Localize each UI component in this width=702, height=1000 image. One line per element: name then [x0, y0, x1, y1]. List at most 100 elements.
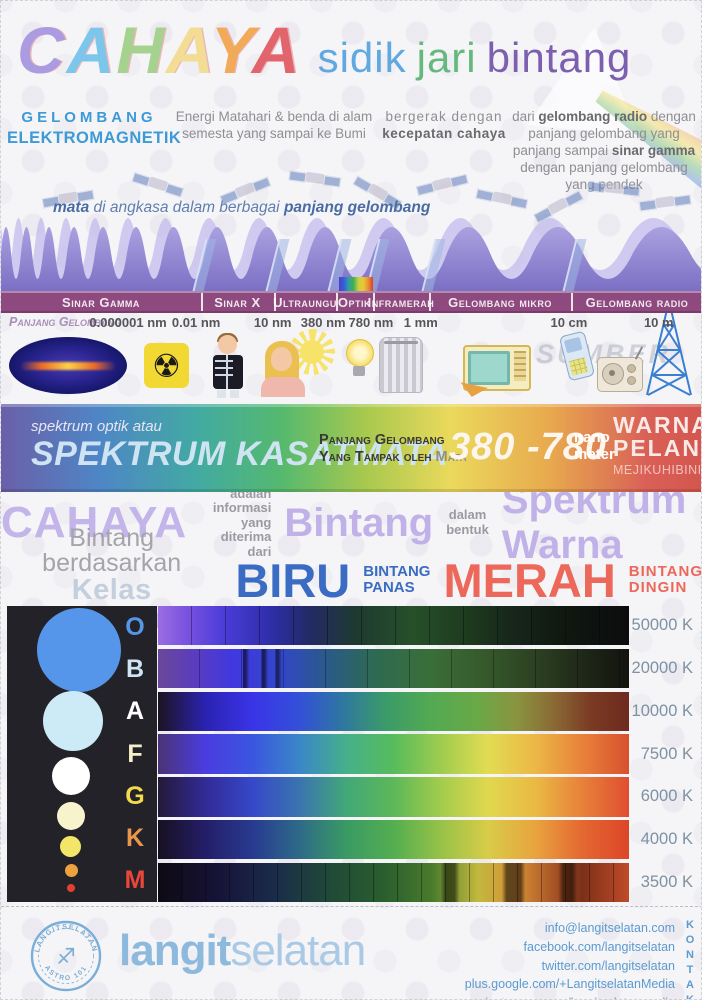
kontak-vertical-label: KONTAK	[684, 919, 696, 1000]
title-letter: A	[166, 13, 211, 87]
class-letter-m: M	[124, 866, 146, 895]
wave-caption-bold: panjang gelombang	[283, 199, 431, 216]
satellite-icon	[234, 181, 256, 199]
satellite-icon	[655, 195, 675, 209]
class-letter-g: G	[125, 781, 145, 810]
cahaya-connector: dalam bentuk	[446, 507, 489, 537]
wave-caption: mata di angkasa dalam berbagai panjang g…	[53, 199, 430, 217]
class-letter-k: K	[125, 824, 145, 853]
warna-pelangi-block: WARNA PELANGI MEJIKUHIBINIU	[613, 412, 702, 477]
gamma-skymap-icon	[9, 337, 127, 394]
radio-receiver-icon	[597, 357, 643, 392]
satellite-icon	[604, 182, 624, 194]
wavelength-tick: 10 nm	[253, 315, 292, 330]
intro-col4-part-bold: gelombang radio	[538, 109, 648, 124]
satellite-icon	[492, 191, 512, 205]
title-letter: A	[66, 13, 117, 87]
band-sinar-x: Sinar X	[200, 291, 274, 313]
star-circle-b	[43, 691, 103, 751]
subtitle-word: jari	[416, 34, 477, 81]
intro-col4-part-bold: sinar gamma	[611, 142, 696, 158]
subtitle-word: sidik	[317, 34, 407, 81]
star-circle-m	[67, 884, 75, 892]
page-subtitle: sidik jari bintang	[318, 37, 642, 83]
visible-title: SPEKTRUM KASATMATA	[31, 435, 448, 473]
cahaya-statement-row1: CAHAYA adalah informasi yang diterima da…	[1, 478, 701, 567]
title-letter: Y	[210, 13, 252, 87]
band-gelombang-mikro: Gelombang mikro	[428, 291, 571, 313]
class-letter-o: O	[125, 612, 145, 641]
biru-subtext: BINTANG PANAS	[363, 562, 431, 596]
intro-col1-line2: ELEKTROMAGNETIK	[7, 128, 182, 147]
xray-boy-icon	[204, 333, 252, 399]
title-letter: H	[116, 13, 167, 87]
uv-sun-woman-icon	[259, 329, 335, 399]
cahaya-statement-row2: Bintang berdasarkan Kelas Spektrum BIRU …	[1, 526, 701, 634]
intro-energi: Energi Matahari & benda di alam semesta …	[175, 109, 373, 141]
temperature-column: 50000 K 20000 K 10000 K 7500 K 6000 K 40…	[631, 606, 697, 905]
spectrum-strip-a	[158, 691, 629, 731]
cahaya-connector: adalah informasi yang diterima dari	[212, 485, 272, 559]
band-label: Inframerah	[367, 294, 435, 310]
spectrum-strip-f	[158, 734, 629, 774]
visible-desc-line1: Panjang Gelombang	[319, 432, 445, 448]
intro-col3-line2: kecepatan cahaya	[382, 125, 506, 141]
contact-email[interactable]: info@langitselatan.com	[544, 921, 675, 935]
warna-label: WARNA	[613, 412, 702, 438]
band-inframerah: Inframerah	[368, 291, 434, 313]
satellite-icon	[305, 171, 325, 185]
intro-gelombang-elektromagnetik: GELOMBANG ELEKTROMAGNETIK	[7, 109, 182, 148]
band-gelombang-radio: Gelombang radio	[570, 291, 701, 313]
band-label: Optik	[337, 294, 372, 310]
band-label: Gelombang radio	[585, 294, 689, 310]
wave-caption-bold: mata	[53, 199, 90, 216]
intro-col1-line1: GELOMBANG	[21, 109, 157, 126]
temp-label-m: 3500 K	[640, 872, 693, 891]
merah-word: MERAH	[443, 553, 616, 607]
em-wave-graphic	[1, 218, 701, 291]
biru-word: BIRU	[235, 553, 351, 607]
title-letter: A	[251, 13, 302, 87]
class-letter-b: B	[125, 654, 145, 683]
em-sources-row: SUMBER ☢	[1, 295, 701, 403]
visible-spectrum-banner: spektrum optik atau SPEKTRUM KASATMATA P…	[1, 404, 702, 492]
star-circle-f	[57, 802, 85, 830]
visible-unit: nano meter	[574, 429, 615, 463]
visible-spectrum-title-block: spektrum optik atau SPEKTRUM KASATMATA	[31, 418, 448, 474]
rainbow-mnemonic: MEJIKUHIBINIU	[613, 462, 702, 477]
satellite-icon	[432, 176, 452, 192]
optik-rainbow-swatch	[339, 277, 373, 291]
temp-label-k: 4000 K	[640, 830, 693, 849]
spectrum-strip-b	[158, 648, 629, 689]
temp-label-o: 50000 K	[631, 616, 693, 635]
intro-col3-line1: bergerak dengan	[385, 109, 503, 124]
title-letter: C	[17, 13, 67, 87]
star-circle-a	[52, 757, 90, 795]
contact-facebook[interactable]: facebook.com/langitselatan	[523, 939, 675, 954]
bintang-word: Bintang	[284, 500, 434, 545]
contact-twitter[interactable]: twitter.com/langitselatan	[541, 958, 675, 973]
langitselatan-wordmark: langitselatan	[119, 926, 366, 975]
radiation-symbol-icon: ☢	[144, 343, 189, 388]
cahaya-word: CAHAYA	[1, 498, 188, 547]
wavelength-tick: 780 nm	[348, 315, 394, 330]
spectrum-strip-o	[158, 606, 629, 646]
contact-instagram[interactable]: instagram.com/langitselatanmedia	[465, 994, 675, 999]
star-circle-g	[60, 836, 81, 857]
wavelength-tick: 1 mm	[403, 315, 438, 330]
wavelength-tick: 0.01 nm	[171, 315, 221, 330]
visible-pre-title: spektrum optik atau	[31, 418, 162, 435]
langitselatan-stamp-logo: LANGITSELATAN ASTRO 101 ♐	[30, 920, 102, 992]
class-letter-f: F	[127, 739, 143, 768]
subtitle-word: bintang	[486, 34, 632, 81]
radiation-glyph: ☢	[152, 346, 181, 385]
em-spectrum-band: Sinar Gamma Sinar X Ultraungu Optik Infr…	[1, 291, 701, 313]
temp-label-a: 10000 K	[631, 701, 693, 720]
band-label: Sinar X	[214, 294, 261, 310]
contact-googleplus[interactable]: plus.google.com/+LangitselatanMedia	[464, 977, 675, 992]
class-letter-column: O B A F G K M	[115, 606, 155, 902]
temp-label-f: 7500 K	[640, 744, 693, 763]
temp-label-g: 6000 K	[640, 787, 693, 806]
intro-row: GELOMBANG ELEKTROMAGNETIK Energi Matahar…	[1, 109, 701, 192]
